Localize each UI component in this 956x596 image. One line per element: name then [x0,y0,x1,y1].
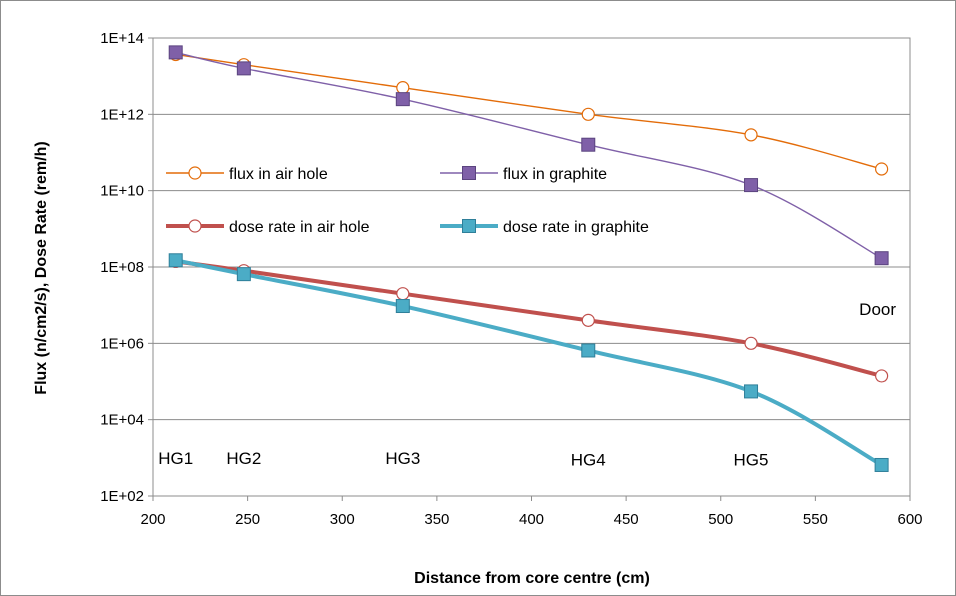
x-tick-label: 300 [330,511,355,528]
x-tick-label: 250 [235,511,260,528]
legend: flux in air hole flux in graphite dose rat… [166,166,649,236]
axis-ticks: 1E+02 1E+04 1E+06 1E+08 1E+10 1E+12 1E+14 200 25… [100,30,922,528]
x-tick-label: 350 [424,511,449,528]
y-tick-label: 1E+10 [100,183,144,200]
data-point [581,137,596,152]
data-point [395,92,410,107]
x-tick-label: 450 [614,511,639,528]
annotations: HG1 HG2 HG3 HG4 HG5 Door [158,300,896,470]
data-point [744,384,759,399]
x-tick-label: 500 [708,511,733,528]
annotation-label: HG3 [385,449,420,468]
x-tick-label: 600 [897,511,922,528]
series-layer [168,45,889,472]
data-point [236,267,251,282]
legend-item: flux in graphite [440,166,607,183]
legend-label: dose rate in graphite [503,219,649,236]
series-flux-in-air-hole [169,47,889,176]
data-point [396,287,410,301]
legend-swatch-marker [462,166,476,180]
data-point [396,81,410,95]
data-point [874,457,889,472]
annotation-label: HG5 [734,451,769,470]
x-tick-label: 550 [803,511,828,528]
annotation-label: HG1 [158,449,193,468]
legend-swatch-marker [462,219,476,233]
annotation-label: HG4 [571,451,606,470]
series-line [175,259,883,378]
y-tick-label: 1E+04 [100,412,144,429]
x-axis-title: Distance from core centre (cm) [414,570,650,587]
data-point [875,369,889,383]
legend-swatch-marker [188,219,202,233]
data-point [395,299,410,314]
x-tick-label: 400 [519,511,544,528]
y-axis-title: Flux (n/cm2/s), Dose Rate (rem/h) [33,141,50,394]
y-tick-label: 1E+14 [100,30,144,47]
data-point [236,61,251,76]
data-point [581,343,596,358]
y-tick-label: 1E+06 [100,335,144,352]
data-point [581,313,595,327]
legend-item: flux in air hole [166,166,328,183]
series-dose-rate-in-graphite [168,253,889,472]
legend-swatch-marker [188,166,202,180]
legend-label: flux in air hole [229,166,328,183]
data-point [581,107,595,121]
data-point [744,128,758,142]
legend-label: flux in graphite [503,166,607,183]
data-point [875,162,889,176]
data-point [874,251,889,266]
legend-item: dose rate in air hole [166,219,370,236]
data-point [744,178,759,193]
legend-item: dose rate in graphite [440,219,649,236]
data-point [744,336,758,350]
series-dose-rate-in-air-hole [169,254,889,383]
data-point [168,45,183,60]
series-flux-in-graphite [168,45,889,266]
y-tick-label: 1E+02 [100,488,144,505]
annotation-label: HG2 [226,449,261,468]
data-point [168,253,183,268]
y-tick-label: 1E+08 [100,259,144,276]
x-tick-label: 200 [140,511,165,528]
series-line [175,258,883,467]
y-tick-label: 1E+12 [100,106,144,123]
series-line [175,53,882,170]
legend-label: dose rate in air hole [229,219,370,236]
annotation-label: Door [859,300,896,319]
